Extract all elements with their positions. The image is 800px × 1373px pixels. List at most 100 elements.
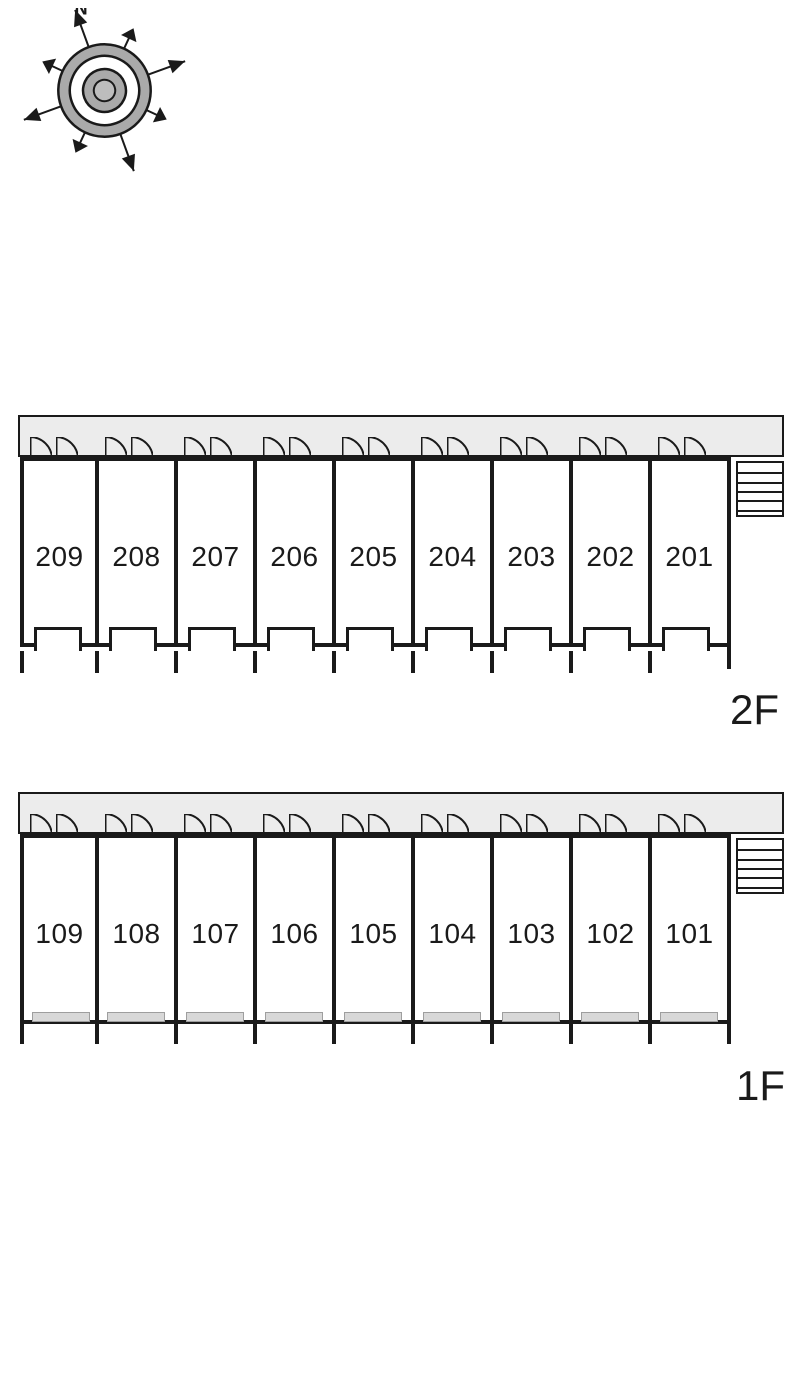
balcony-icon (504, 627, 552, 651)
door-icon (579, 814, 601, 836)
door-icon (368, 814, 390, 836)
unit-cell: 204 (415, 457, 494, 647)
balcony-icon (109, 627, 157, 651)
unit-cell: 101 (652, 834, 731, 1024)
wall-extension (20, 651, 24, 673)
unit-cell: 201 (652, 457, 731, 647)
wall-extension (174, 1024, 178, 1044)
wall-extension (20, 1024, 24, 1044)
balcony-icon (107, 1012, 165, 1022)
door-icon (342, 814, 364, 836)
unit-cell: 109 (20, 834, 99, 1024)
balcony-icon (662, 627, 710, 651)
door-icon (56, 814, 78, 836)
wall-extension (490, 651, 494, 673)
compass-north-label: N (75, 8, 88, 18)
balcony-icon (186, 1012, 244, 1022)
door-icon (684, 814, 706, 836)
unit-number: 106 (257, 918, 332, 950)
door-icon (289, 437, 311, 459)
door-icon (605, 437, 627, 459)
unit-cell: 107 (178, 834, 257, 1024)
door-icon (658, 814, 680, 836)
door-icon (605, 814, 627, 836)
stair-icon (736, 461, 784, 517)
unit-number: 105 (336, 918, 411, 950)
balcony-icon (346, 627, 394, 651)
door-icon (184, 814, 206, 836)
door-icon (368, 437, 390, 459)
door-icon (342, 437, 364, 459)
door-icon (500, 437, 522, 459)
wall-extension (648, 1024, 652, 1044)
balcony-icon (425, 627, 473, 651)
unit-number: 102 (573, 918, 648, 950)
unit-number: 103 (494, 918, 569, 950)
door-icon (579, 437, 601, 459)
door-icon (421, 437, 443, 459)
door-icon (658, 437, 680, 459)
floor-label: 1F (736, 1062, 785, 1110)
units-row: 109 108 107 106 105 104 103 (20, 834, 731, 1024)
wall-extension (727, 1024, 731, 1044)
wall-extension (332, 1024, 336, 1044)
wall-extension (174, 651, 178, 673)
door-icon (263, 437, 285, 459)
door-icon (447, 437, 469, 459)
door-icon (526, 437, 548, 459)
wall-extension (95, 651, 99, 673)
door-icon (30, 437, 52, 459)
unit-number: 104 (415, 918, 490, 950)
wall-extension (648, 651, 652, 673)
wall-extension (569, 1024, 573, 1044)
balcony-icon (267, 627, 315, 651)
balcony-icon (660, 1012, 718, 1022)
wall-extension (727, 647, 731, 669)
wall-extension (490, 1024, 494, 1044)
unit-cell: 202 (573, 457, 652, 647)
wall-extension (253, 1024, 257, 1044)
wall-extension (411, 651, 415, 673)
unit-number: 206 (257, 541, 332, 573)
wall-extension (253, 651, 257, 673)
door-icon (56, 437, 78, 459)
door-icon (421, 814, 443, 836)
unit-number: 108 (99, 918, 174, 950)
balcony-icon (32, 1012, 90, 1022)
stair-icon (736, 838, 784, 894)
balcony-icon (265, 1012, 323, 1022)
balcony-icon (502, 1012, 560, 1022)
unit-cell: 207 (178, 457, 257, 647)
wall-extension (95, 1024, 99, 1044)
door-icon (526, 814, 548, 836)
unit-cell: 208 (99, 457, 178, 647)
unit-cell: 209 (20, 457, 99, 647)
balcony-icon (423, 1012, 481, 1022)
door-icon (184, 437, 206, 459)
unit-cell: 203 (494, 457, 573, 647)
unit-cell: 106 (257, 834, 336, 1024)
door-icon (447, 814, 469, 836)
door-icon (210, 437, 232, 459)
unit-number: 207 (178, 541, 253, 573)
door-icon (500, 814, 522, 836)
unit-number: 208 (99, 541, 174, 573)
unit-cell: 206 (257, 457, 336, 647)
unit-number: 205 (336, 541, 411, 573)
unit-cell: 103 (494, 834, 573, 1024)
door-icon (210, 814, 232, 836)
door-icon (684, 437, 706, 459)
door-icon (30, 814, 52, 836)
balcony-icon (344, 1012, 402, 1022)
door-icon (131, 814, 153, 836)
unit-number: 109 (24, 918, 95, 950)
door-icon (131, 437, 153, 459)
unit-cell: 205 (336, 457, 415, 647)
floor-plan-canvas: N 209 208 207 206 205 204 (0, 0, 800, 1373)
door-icon (289, 814, 311, 836)
unit-number: 209 (24, 541, 95, 573)
unit-number: 204 (415, 541, 490, 573)
balcony-icon (581, 1012, 639, 1022)
unit-number: 101 (652, 918, 727, 950)
wall-extension (332, 651, 336, 673)
